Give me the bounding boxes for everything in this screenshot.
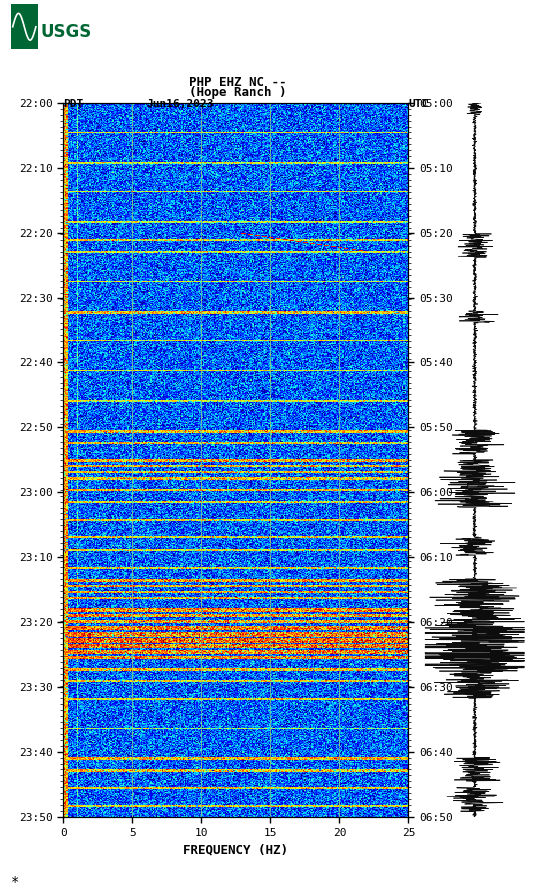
Text: (Hope Ranch ): (Hope Ranch ) <box>189 86 286 99</box>
Text: PHP EHZ NC --: PHP EHZ NC -- <box>189 76 286 89</box>
Text: *: * <box>11 874 19 889</box>
Text: USGS: USGS <box>40 23 91 41</box>
Text: Jun16,2023: Jun16,2023 <box>146 99 214 109</box>
X-axis label: FREQUENCY (HZ): FREQUENCY (HZ) <box>183 843 289 856</box>
FancyBboxPatch shape <box>11 4 38 49</box>
Text: PDT: PDT <box>63 99 84 109</box>
Text: UTC: UTC <box>408 99 429 109</box>
